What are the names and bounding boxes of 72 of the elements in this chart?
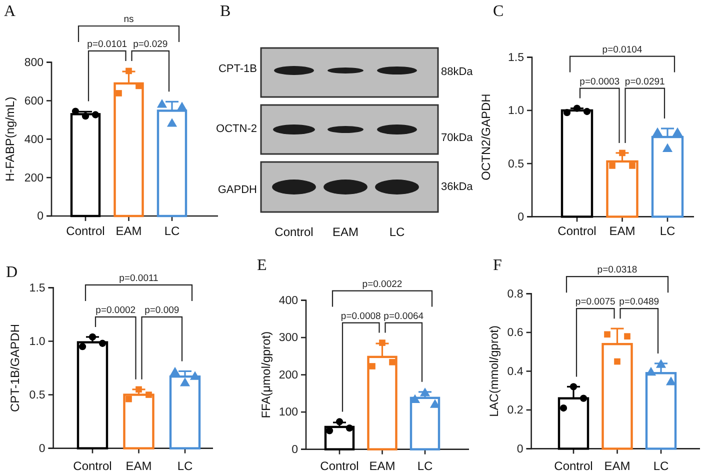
chart-title: F (493, 257, 502, 274)
x-tick-label: LC (177, 459, 193, 473)
y-tick-label: 800 (24, 56, 44, 69)
text: p=0.029 (133, 38, 168, 50)
chart-title: A (4, 3, 16, 20)
y-axis-title: CPT-1B/GAPDH (8, 324, 22, 412)
y-tick-label: 400 (24, 134, 44, 146)
annotation: p=0.009 (144, 304, 180, 316)
chart-title: E (257, 257, 267, 274)
y-tick-label: 0.2 (507, 404, 524, 417)
annotation: p=0.0075 (575, 296, 616, 308)
y-axis-title: FFA(μmol/gprot) (259, 331, 274, 418)
x-tick-label: Control (320, 459, 359, 473)
y-axis-title: OCTN2/GAPDH (479, 94, 494, 180)
y-tick-label: 0.6 (507, 327, 524, 340)
y-tick-label: 300 (278, 332, 298, 344)
text: B (220, 3, 231, 20)
x-tick-label: Control (558, 224, 596, 238)
y-tick-label: 0 (37, 210, 44, 223)
y-tick-label: 400 (278, 294, 298, 307)
y-tick-label: 1.5 (508, 52, 524, 64)
text: p=0.0104 (602, 44, 642, 56)
y-tick-label: 0.8 (507, 288, 524, 300)
annotation: GAPDH (218, 184, 258, 196)
annotation: OCTN-2 (216, 123, 257, 135)
bar (606, 160, 638, 218)
annotation: p=0.0008 (340, 310, 381, 322)
y-tick-label: 0.5 (508, 158, 524, 170)
text: p=0.0318 (597, 264, 638, 276)
text: p=0.0101 (87, 38, 128, 50)
x-tick-label: EAM (369, 459, 396, 473)
y-tick-label: 1.0 (508, 105, 524, 118)
y-tick-label: 1.5 (29, 282, 46, 294)
x-tick-label: LC (660, 224, 676, 238)
chart-title: D (6, 264, 18, 281)
x-tick-label: EAM (609, 224, 636, 238)
y-axis-title: LAC(mmol/gprot) (487, 326, 502, 417)
annotation: p=0.0064 (384, 310, 424, 322)
text: 88kDa (441, 66, 474, 78)
text: p=0.0011 (119, 272, 158, 284)
y-tick-label: 0 (38, 442, 46, 455)
text: ns (124, 14, 134, 25)
y-tick-label: 0.5 (29, 389, 46, 402)
annotation: p=0.0002 (96, 304, 136, 316)
y-tick-label: 200 (24, 172, 44, 184)
annotation: p=0.0489 (619, 296, 660, 308)
y-tick-label: 100 (278, 406, 298, 419)
x-tick-label: LC (417, 459, 433, 473)
bar (560, 109, 594, 218)
y-tick-label: 0 (516, 443, 524, 456)
x-tick-label: LC (653, 459, 669, 473)
x-tick-label: Control (73, 459, 112, 473)
text: p=0.0022 (362, 278, 402, 290)
chart-title: C (493, 3, 504, 20)
annotation: p=0.0003 (580, 76, 620, 88)
y-tick-label: 0 (518, 211, 524, 224)
y-tick-label: 0.4 (507, 366, 524, 378)
x-tick-label: EAM (604, 459, 630, 473)
y-tick-label: 1.0 (29, 336, 46, 348)
annotation: p=0.0291 (624, 76, 665, 88)
text: 70kDa (441, 132, 474, 144)
text: 36kDa (441, 181, 474, 193)
x-tick-label: Control (66, 224, 105, 238)
x-tick-label: EAM (126, 459, 152, 473)
y-axis-title: H-FABP(ng/mL) (3, 96, 18, 182)
x-tick-label: EAM (116, 224, 142, 238)
x-tick-label: Control (554, 459, 593, 473)
y-tick-label: 200 (278, 369, 298, 382)
y-tick-label: 0 (292, 444, 298, 456)
y-tick-label: 600 (24, 95, 44, 108)
text: CPT-1B (218, 63, 257, 75)
x-tick-label: LC (164, 224, 180, 238)
